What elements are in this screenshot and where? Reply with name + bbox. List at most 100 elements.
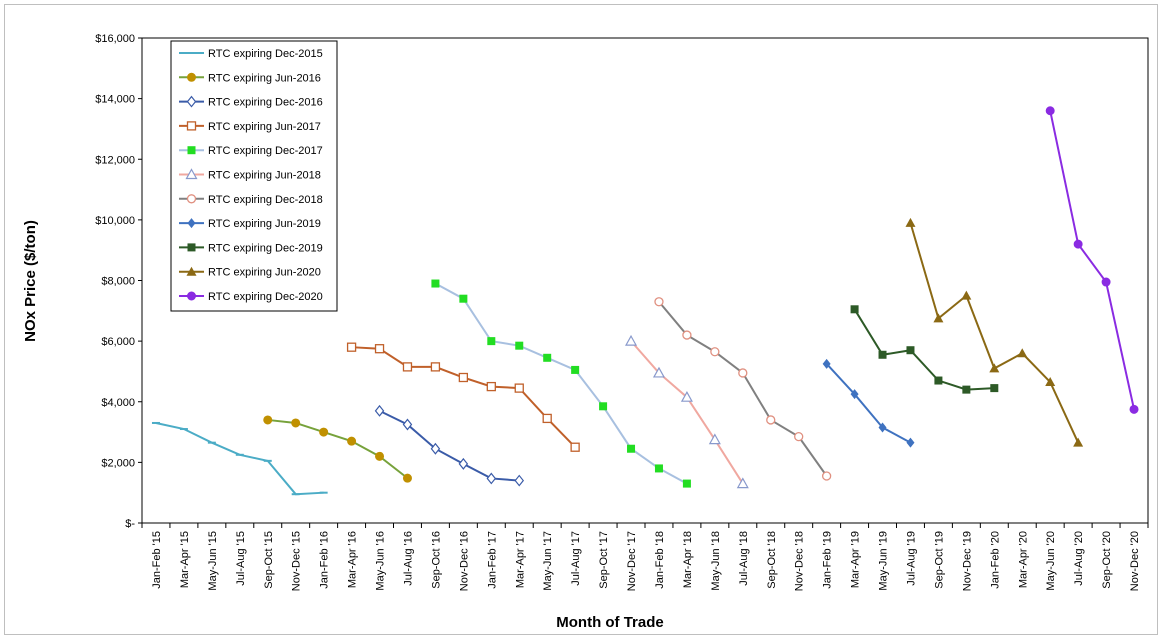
x-tick-label: Sep-Oct '20 [1101, 531, 1113, 589]
x-tick-label: Mar-Apr '16 [347, 531, 359, 588]
legend-label: RTC expiring Jun-2017 [208, 121, 321, 133]
x-tick-label: May-Jun '15 [207, 531, 219, 591]
x-tick-label: Jul-Aug '17 [570, 531, 582, 586]
x-tick-label: Jan-Feb '16 [319, 531, 331, 589]
data-point [682, 479, 691, 488]
legend-label: RTC expiring Jun-2018 [208, 170, 321, 182]
series-line [434, 282, 688, 485]
x-tick-label: Jan-Feb '19 [822, 531, 834, 589]
series-11 [1045, 106, 1139, 414]
x-tick-label: Jul-Aug '18 [738, 531, 750, 586]
data-point [459, 294, 468, 303]
data-point [933, 313, 944, 323]
x-tick-label: Nov-Dec '20 [1129, 531, 1141, 591]
data-point [319, 427, 329, 437]
series-line [909, 222, 1080, 444]
data-point [822, 358, 831, 369]
data-point [402, 418, 413, 431]
data-point [347, 436, 357, 446]
x-tick-label: Mar-Apr '18 [682, 531, 694, 588]
data-point [291, 418, 301, 428]
legend-item: RTC expiring Dec-2017 [179, 145, 323, 157]
series-line [351, 346, 576, 448]
series-5 [431, 279, 691, 488]
x-tick-label: Mar-Apr '15 [179, 531, 191, 588]
y-tick-label: $8,000 [101, 276, 135, 288]
data-point [905, 217, 916, 227]
legend-box [170, 40, 338, 312]
legend-label: RTC expiring Jun-2016 [208, 72, 321, 84]
series-2 [263, 415, 412, 483]
data-point [375, 451, 385, 461]
series-4 [346, 342, 580, 452]
data-point [1073, 239, 1083, 249]
legend-item: RTC expiring Jun-2018 [179, 168, 321, 182]
x-tick-label: Sep-Oct '18 [766, 531, 778, 589]
data-point [794, 431, 804, 442]
x-tick-label: Mar-Apr '17 [514, 531, 526, 588]
chart-frame: $- $2,000 $4,000 $6,000 $8,000 $10,000 $12,000… [4, 4, 1158, 635]
y-axis-title: NOx Price ($/ton) [22, 220, 39, 342]
legend-item: RTC expiring Jun-2019 [179, 218, 321, 230]
data-point [821, 471, 832, 481]
x-tick-label: May-Jun '16 [375, 531, 387, 591]
y-tick-label: $6,000 [101, 336, 135, 348]
data-point [736, 477, 749, 489]
series-7 [654, 297, 832, 481]
series-10 [905, 217, 1084, 447]
series-line [853, 308, 995, 391]
data-point [402, 362, 413, 372]
x-tick-label: Jan-Feb '15 [151, 531, 163, 589]
data-point [906, 346, 915, 355]
legend-swatch-marker [187, 72, 196, 82]
data-point [654, 464, 663, 473]
data-point [1045, 377, 1056, 387]
plot-area [141, 37, 1149, 524]
x-tick-label: May-Jun '19 [878, 531, 890, 591]
legend-swatch-marker [186, 121, 197, 131]
y-tick-label: $2,000 [101, 457, 135, 469]
series-3 [374, 404, 525, 487]
data-point [487, 337, 496, 346]
x-tick-label: Jul-Aug '19 [905, 531, 917, 586]
y-tick-label: $- [125, 518, 135, 530]
data-point [738, 368, 748, 378]
x-tick-label: Sep-Oct '16 [430, 531, 442, 589]
series-line [267, 418, 409, 479]
legend-swatch-marker [187, 218, 196, 229]
data-point [850, 389, 859, 400]
data-point [486, 381, 496, 392]
data-point [627, 444, 636, 453]
data-point [934, 376, 943, 385]
series-line [1049, 110, 1136, 410]
legend-label: RTC expiring Dec-2019 [208, 242, 323, 254]
data-point [374, 344, 385, 354]
data-point [458, 457, 469, 470]
data-point [570, 442, 580, 452]
data-point [514, 474, 525, 487]
series-9 [850, 305, 999, 394]
x-tick-label: Nov-Dec '17 [626, 531, 638, 591]
legend: RTC expiring Dec-2015 RTC expiring Jun-20… [170, 40, 338, 312]
x-axis-ticks: Jan-Feb '15 Mar-Apr '15 May-Jun '15 Jul-Aug… [141, 523, 1149, 591]
x-tick-label: Jan-Feb '20 [989, 531, 1001, 589]
data-point [1073, 437, 1084, 447]
series-layer [151, 106, 1139, 496]
legend-label: RTC expiring Jun-2019 [208, 218, 321, 230]
legend-swatch-marker [186, 95, 197, 108]
x-tick-label: Nov-Dec '16 [458, 531, 470, 591]
data-point [708, 433, 721, 445]
y-axis-ticks: $- $2,000 $4,000 $6,000 $8,000 $10,000 $12,000… [95, 33, 142, 530]
x-tick-label: Nov-Dec '19 [961, 531, 973, 591]
legend-swatch-marker [187, 146, 196, 155]
data-point [263, 415, 273, 425]
data-point [542, 413, 552, 424]
legend-swatch-marker [186, 266, 197, 276]
legend-item: RTC expiring Jun-2017 [179, 121, 321, 133]
data-point [430, 362, 441, 372]
series-line [825, 363, 911, 444]
data-point [766, 415, 776, 425]
data-point [458, 372, 469, 383]
series-line [379, 409, 520, 482]
x-tick-label: Nov-Dec '18 [794, 531, 806, 591]
